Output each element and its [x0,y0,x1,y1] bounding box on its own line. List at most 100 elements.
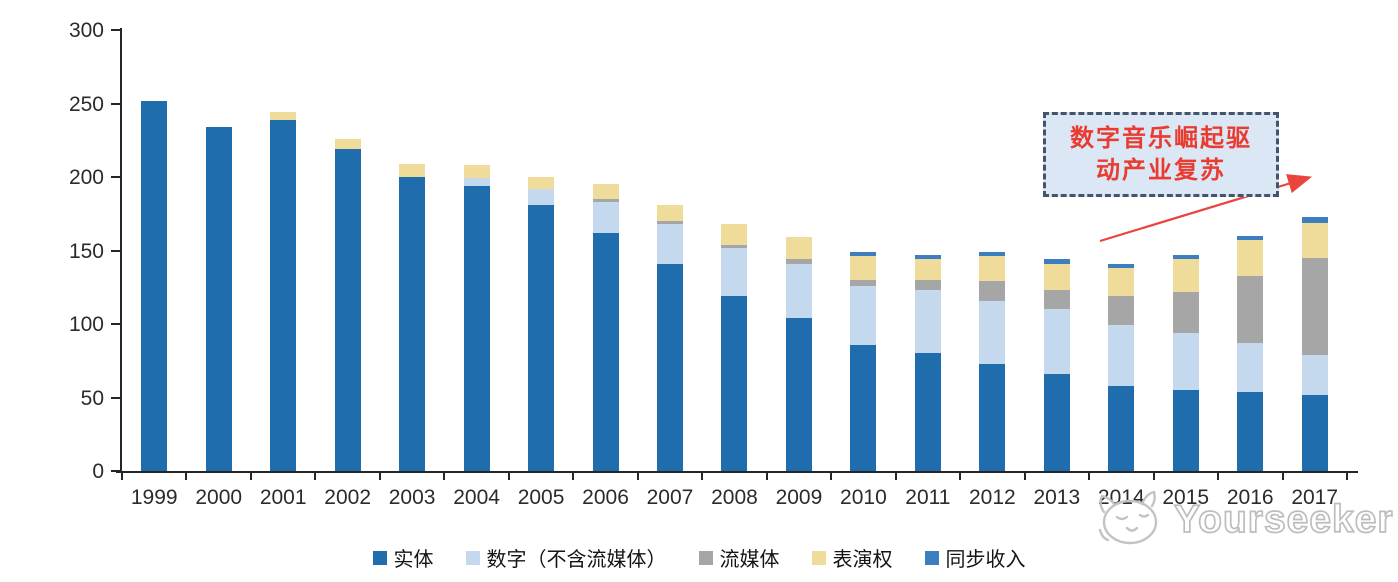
legend-label: 同步收入 [945,549,1026,571]
stacked-bar [399,163,426,471]
bar-segment-physical [979,363,1006,471]
bar-segment-physical [850,344,877,471]
x-axis-label: 2017 [1291,486,1339,509]
stacked-bar [1172,254,1199,471]
bar-segment-streaming [1108,296,1135,326]
legend-item-performance-rights: 表演权 [811,543,893,572]
stacked-bar [141,100,168,471]
bar-segment-digital-excl-streaming [1301,354,1328,395]
bar-segment-physical [914,353,941,471]
x-tick [572,473,575,480]
bar-segment-performance-rights [979,256,1006,282]
legend-label: 流媒体 [719,549,780,571]
y-axis [120,28,122,473]
stacked-bar [721,224,748,471]
bar-segment-sync [850,252,877,257]
bar-segment-performance-rights [1043,263,1070,291]
y-axis-label: 200 [68,166,104,189]
stacked-bar [1237,235,1264,471]
stacked-bar [979,252,1006,471]
x-tick [1346,473,1348,480]
x-tick [249,473,252,480]
bar-segment-sync [1172,254,1199,260]
legend-label: 实体 [393,549,434,571]
bar-group-2004: 2004 [444,30,508,509]
y-axis-label: 0 [92,460,104,483]
bar-group-2015: 2015 [1154,30,1218,509]
bar-group-2000: 2000 [186,30,250,509]
annotation-callout: 数字音乐崛起驱 动产业复苏 [1043,112,1279,197]
bar-segment-streaming [1043,290,1070,310]
stacked-bar [656,204,683,471]
x-axis-label: 2016 [1226,486,1274,509]
y-axis-label: 50 [80,386,104,410]
bar-segment-performance-rights [914,259,941,280]
stacked-bar [334,138,361,471]
bar-segment-performance-rights [1301,222,1328,258]
bar-group-2016: 2016 [1218,30,1282,509]
bar-group-2011: 2011 [896,30,960,509]
stacked-bar [528,177,555,471]
bar-segment-digital-excl-streaming [979,300,1006,364]
bar-segment-streaming [721,244,748,248]
watermark-text: Yourseeker [1173,497,1394,542]
bar-group-2005: 2005 [509,30,573,509]
x-axis-label: 2013 [1033,486,1081,509]
bar-segment-digital-excl-streaming [1108,325,1135,386]
x-axis [116,471,1358,473]
bar-segment-physical [1237,391,1264,471]
bar-segment-streaming [1172,291,1199,333]
bar-group-2003: 2003 [380,30,444,509]
bar-segment-digital-excl-streaming [592,202,619,233]
x-tick [701,473,704,480]
bar-segment-physical [270,119,297,471]
bar-segment-performance-rights [1108,268,1135,297]
bar-segment-sync [914,254,941,260]
bar-segment-performance-rights [1172,259,1199,292]
stacked-bar [1043,259,1070,471]
x-axis-label: 2009 [775,486,823,509]
y-axis-label: 300 [68,19,104,42]
bar-group-2006: 2006 [573,30,637,509]
legend-item-digital-excl-streaming: 数字（不含流媒体） [465,543,667,572]
x-tick [185,473,188,480]
bar-group-2017: 2017 [1282,30,1346,509]
x-axis-label: 2007 [646,486,694,509]
legend-swatch [698,550,713,565]
bar-segment-streaming [1237,275,1264,344]
bar-segment-digital-excl-streaming [850,285,877,345]
bar-segment-physical [528,204,555,471]
bar-segment-sync [1043,259,1070,264]
stacked-bar [1301,216,1328,471]
bar-group-2008: 2008 [702,30,766,509]
bar-segment-physical [399,177,426,471]
x-axis-label: 2014 [1097,486,1145,509]
bar-segment-performance-rights [399,163,426,177]
x-tick [959,473,962,480]
y-tick [111,249,120,252]
bar-segment-physical [463,185,490,471]
y-tick [111,323,120,325]
bar-segment-physical [656,263,683,471]
stacked-bar [205,127,232,471]
watermark: Yourseeker [1090,490,1394,546]
x-axis-label: 2004 [453,486,500,509]
bar-segment-physical [1172,390,1199,471]
x-tick [121,473,123,480]
x-axis-label: 2012 [968,486,1016,509]
bar-segment-streaming [914,279,941,291]
bar-segment-streaming [785,259,812,264]
x-tick [1217,473,1220,480]
x-tick [1088,473,1091,480]
bar-group-2012: 2012 [960,30,1024,509]
bar-segment-physical [334,149,361,471]
bar-segment-physical [1301,394,1328,471]
x-tick [830,473,833,480]
x-axis-label: 2002 [324,486,371,509]
bar-segment-physical [205,127,232,471]
legend-label: 数字（不含流媒体） [486,549,667,571]
stacked-bar [914,254,941,471]
bar-segment-physical [141,100,168,471]
legend: 实体 数字（不含流媒体） 流媒体 表演权 同步收入 [0,543,1398,572]
x-tick [765,473,768,480]
